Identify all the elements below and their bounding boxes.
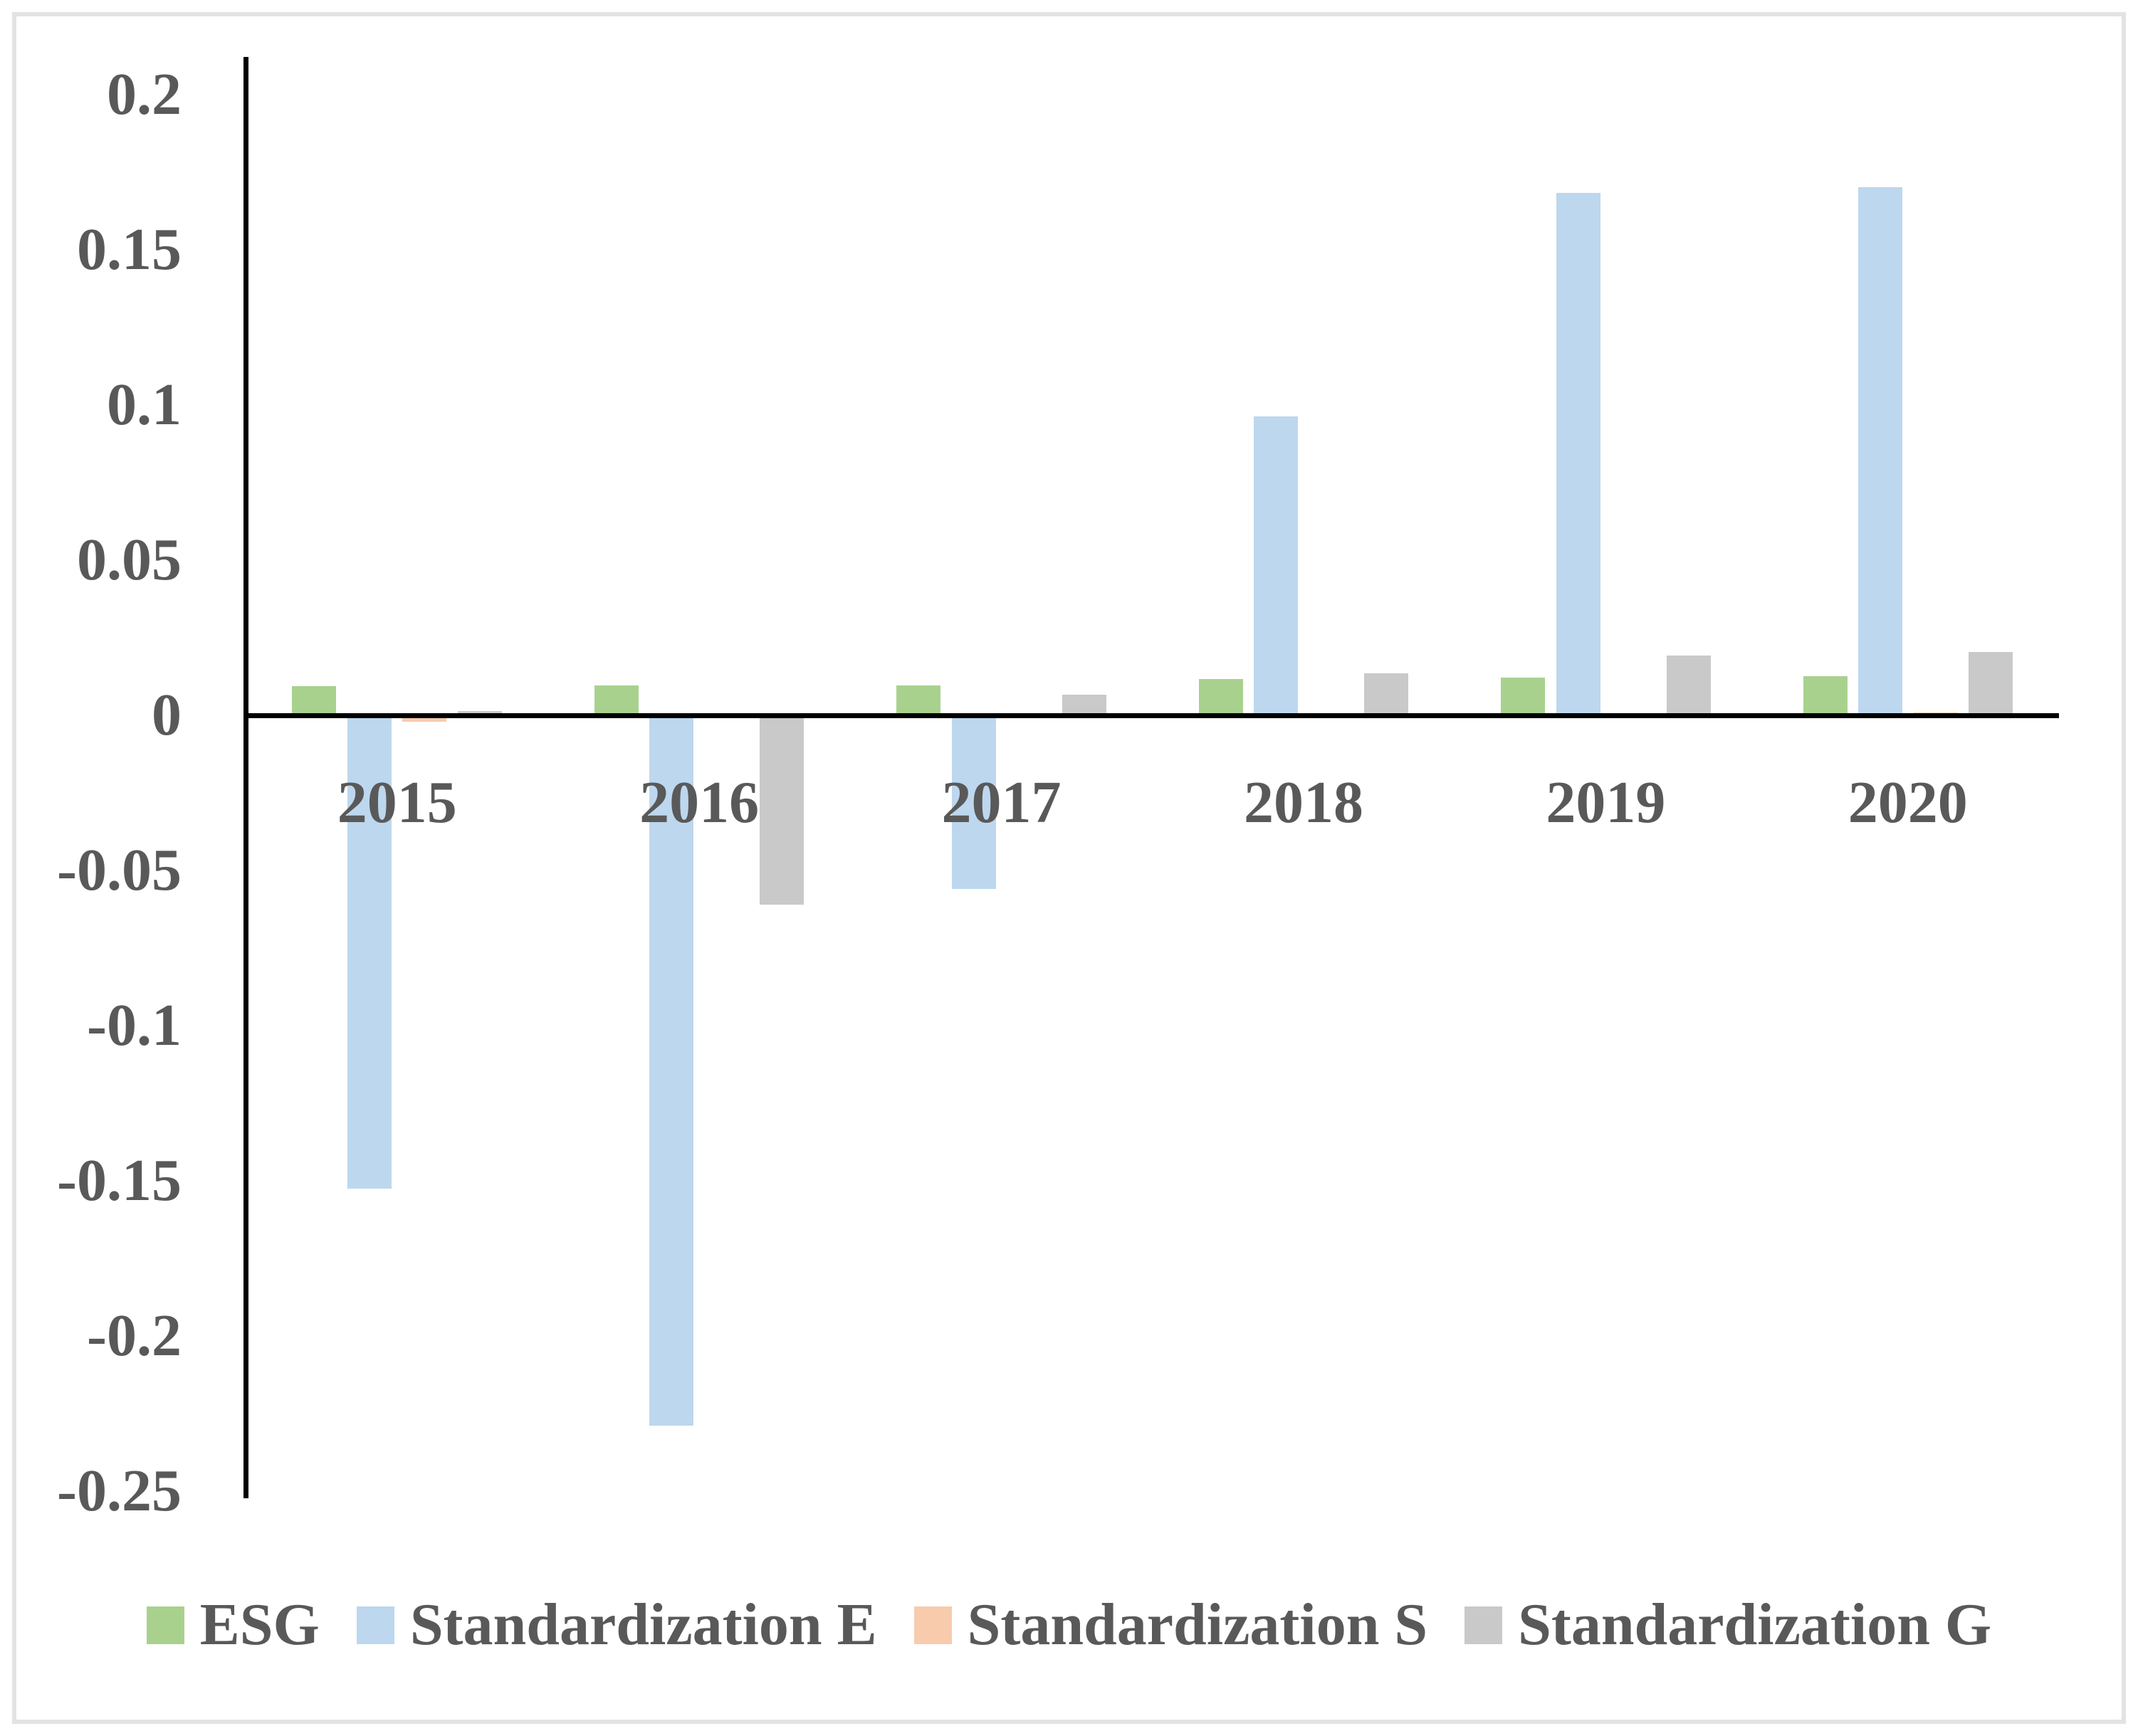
bar-esg-2016 (594, 685, 639, 715)
bar-esg-2017 (896, 685, 941, 715)
bar-esg-2015 (292, 686, 337, 715)
y-tick-label: 0.05 (77, 527, 182, 593)
y-tick-label: -0.2 (87, 1303, 182, 1369)
bar-standardization-g-2018 (1364, 673, 1409, 715)
y-tick-label: 0 (152, 682, 182, 748)
bar-esg-2020 (1803, 676, 1848, 715)
x-category-label-2015: 2015 (337, 769, 457, 836)
bar-standardization-e-2019 (1556, 193, 1600, 715)
y-tick-label: 0.2 (107, 61, 182, 127)
bar-standardization-g-2020 (1969, 652, 2013, 715)
legend-swatch-icon (913, 1606, 952, 1644)
bar-standardization-g-2019 (1666, 655, 1711, 715)
y-tick-label: 0.1 (107, 372, 182, 438)
y-tick-label: -0.1 (87, 992, 182, 1058)
figure-border (12, 12, 2126, 1724)
legend-label: Standardization G (1518, 1592, 1992, 1658)
bar-standardization-e-2020 (1858, 186, 1903, 715)
legend-swatch-icon (146, 1606, 184, 1644)
y-tick-label: 0.15 (77, 216, 182, 283)
y-tick-label: -0.25 (57, 1458, 182, 1524)
x-category-label-2019: 2019 (1546, 769, 1666, 836)
y-tick-label: -0.15 (57, 1147, 182, 1214)
bar-esg-2019 (1501, 677, 1546, 715)
x-category-label-2020: 2020 (1848, 769, 1968, 836)
y-axis-line (243, 57, 248, 1498)
legend: ESG Standardization E Standardization S Sta… (0, 1593, 2138, 1657)
y-tick-label: -0.05 (57, 837, 182, 903)
legend-label: Standardization E (409, 1592, 877, 1658)
x-category-label-2017: 2017 (941, 769, 1062, 836)
bar-standardization-e-2015 (347, 715, 392, 1189)
legend-swatch-icon (356, 1606, 394, 1644)
legend-item-standardization-g: Standardization G (1464, 1593, 1991, 1657)
x-category-label-2018: 2018 (1243, 769, 1363, 836)
bar-standardization-g-2017 (1062, 695, 1106, 715)
legend-item-standardization-e: Standardization E (356, 1592, 877, 1658)
bar-esg-2018 (1198, 678, 1243, 715)
legend-item-standardization-s: Standardization S (913, 1592, 1428, 1658)
bar-standardization-e-2018 (1254, 416, 1299, 715)
legend-item-esg: ESG (146, 1592, 320, 1658)
bar-standardization-g-2016 (760, 715, 805, 905)
legend-swatch-icon (1464, 1606, 1503, 1644)
x-axis-line (243, 712, 2059, 718)
legend-label: ESG (199, 1592, 320, 1658)
legend-label: Standardization S (967, 1592, 1428, 1658)
x-category-label-2016: 2016 (639, 769, 760, 836)
bar-standardization-s-2015 (402, 715, 447, 722)
bar-standardization-e-2017 (951, 715, 996, 890)
bar-standardization-e-2016 (649, 715, 694, 1426)
